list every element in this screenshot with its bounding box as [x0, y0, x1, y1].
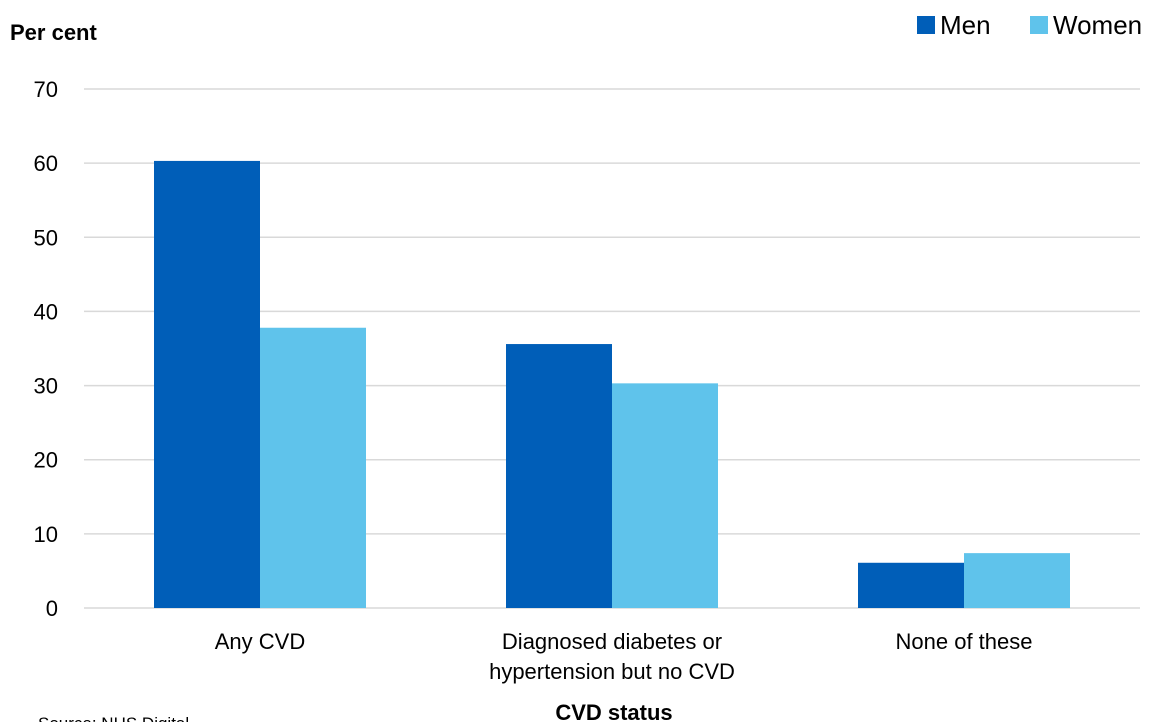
- category-label: Any CVD: [215, 629, 305, 654]
- legend: Men Women: [917, 10, 1142, 40]
- bar-women: [612, 383, 718, 608]
- bar-women: [964, 553, 1070, 608]
- bar-men: [154, 160, 260, 608]
- bar-men: [858, 562, 964, 608]
- y-axis-ticks: 0 10 20 30 40 50 60 70: [34, 77, 58, 621]
- bar-men: [506, 344, 612, 608]
- legend-label: Women: [1053, 10, 1142, 40]
- y-tick-label: 70: [34, 77, 58, 102]
- x-axis-categories: Any CVD Diagnosed diabetes or hypertension…: [215, 629, 1033, 684]
- x-axis-label: CVD status: [555, 700, 672, 722]
- legend-swatch-women: [1030, 16, 1048, 34]
- legend-swatch-men: [917, 16, 935, 34]
- y-tick-label: 60: [34, 151, 58, 176]
- bar-women: [260, 327, 366, 608]
- legend-label: Men: [940, 10, 991, 40]
- y-axis-label: Per cent: [10, 20, 97, 45]
- bars: [154, 160, 1070, 608]
- y-tick-label: 10: [34, 522, 58, 547]
- y-tick-label: 0: [46, 596, 58, 621]
- y-tick-label: 50: [34, 225, 58, 250]
- y-tick-label: 30: [34, 374, 58, 399]
- category-label: hypertension but no CVD: [489, 659, 735, 684]
- y-tick-label: 20: [34, 448, 58, 473]
- source-note: Source: NHS Digital: [38, 714, 189, 722]
- y-tick-label: 40: [34, 299, 58, 324]
- category-label: None of these: [896, 629, 1033, 654]
- category-label: Diagnosed diabetes or: [502, 629, 722, 654]
